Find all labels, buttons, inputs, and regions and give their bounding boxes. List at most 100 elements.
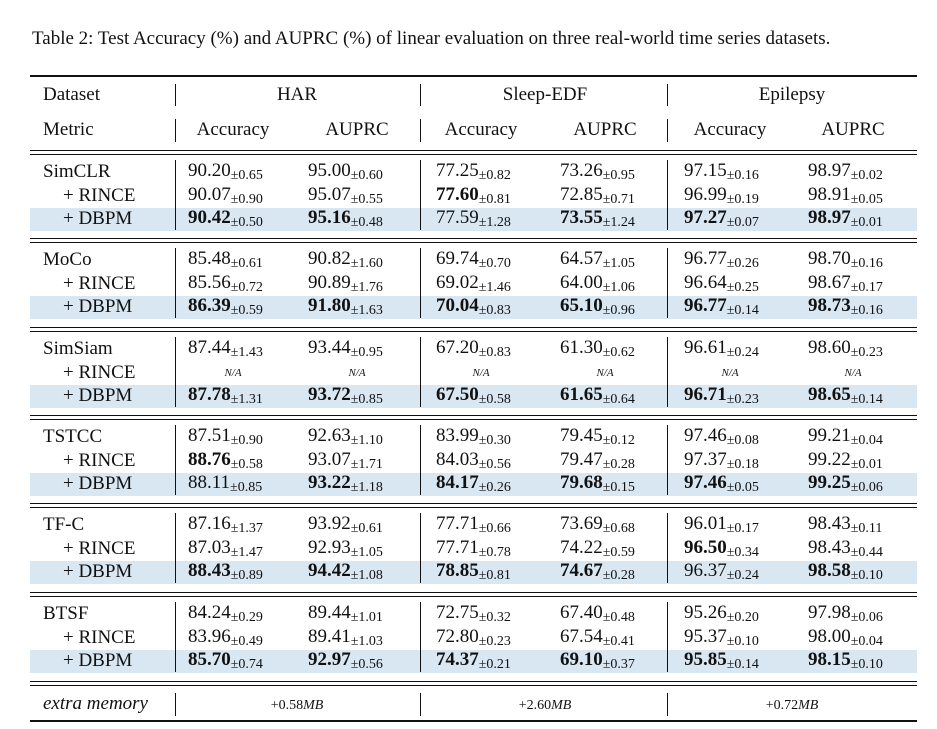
cell-std: ±0.90: [230, 433, 263, 448]
cell-std: ±0.29: [230, 610, 263, 625]
cell-mean: 64.00: [560, 271, 603, 293]
cell-std: ±0.16: [850, 303, 883, 318]
method-name: + RINCE: [63, 449, 136, 471]
cell-mean: 83.99: [436, 425, 479, 446]
cell: 98.97±0.02: [808, 160, 883, 184]
cell-std: ±0.85: [230, 480, 263, 495]
cell-std: ±0.26: [478, 480, 511, 495]
cell-std: ±1.18: [350, 480, 383, 495]
column-divider: [667, 160, 668, 230]
cell-std: ±0.17: [726, 521, 759, 536]
column-divider: [420, 513, 421, 583]
cell: 98.65±0.14: [808, 384, 883, 408]
highlight-row: [30, 384, 917, 408]
column-divider: [667, 513, 668, 583]
cell-mean: 95.85: [684, 649, 727, 670]
cell: 92.93±1.05: [308, 537, 383, 561]
cell-mean: 98.65: [808, 384, 851, 405]
cell-mean: 90.42: [188, 207, 231, 228]
cell-mean: 72.85: [560, 183, 603, 205]
cell: 93.22±1.18: [308, 472, 383, 496]
cell-std: ±0.70: [478, 256, 511, 271]
cell-std: ±0.04: [850, 433, 883, 448]
cell: 88.11±0.85: [188, 472, 262, 496]
cell-std: ±0.82: [478, 168, 511, 183]
cell: 64.00±1.06: [560, 272, 635, 296]
cell-std: ±0.95: [602, 168, 635, 183]
cell: 88.76±0.58: [188, 449, 263, 473]
highlight-row: [30, 295, 917, 319]
cell-mean: 69.74: [436, 248, 479, 269]
cell-mean: 97.37: [684, 448, 727, 470]
cell-mean: 97.46: [684, 425, 727, 446]
cell-std: ±0.30: [478, 433, 511, 448]
method-name: + RINCE: [63, 272, 136, 294]
cell-mean: 88.43: [188, 560, 231, 581]
cell: 94.42±1.08: [308, 560, 383, 584]
header-label: Metric: [43, 119, 94, 140]
cell-mean: 95.37: [684, 625, 727, 647]
cell-std: ±0.24: [726, 345, 759, 360]
cell-std: ±1.46: [478, 279, 511, 295]
rule: [30, 681, 917, 682]
cell-std: ±0.58: [230, 456, 263, 472]
cell-std: ±0.61: [350, 521, 383, 536]
memory-unit: MB: [551, 698, 572, 713]
column-divider: [667, 602, 668, 672]
column-divider: [175, 84, 176, 106]
cell: 90.89±1.76: [308, 272, 383, 296]
cell-std: ±0.01: [850, 215, 883, 230]
cell-mean: 73.26: [560, 160, 603, 181]
cell-mean: 98.60: [808, 337, 851, 358]
highlight-row: [30, 649, 917, 673]
cell-std: ±0.55: [350, 191, 383, 207]
cell-mean: 77.71: [436, 536, 479, 558]
cell-std: ±0.90: [230, 191, 263, 207]
cell-std: ±0.21: [478, 657, 511, 672]
cell: 97.46±0.08: [684, 425, 759, 449]
column-divider: [420, 160, 421, 230]
cell-mean: 65.10: [560, 295, 603, 316]
cell-mean: 83.96: [188, 625, 231, 647]
cell: 98.70±0.16: [808, 248, 883, 272]
cell: 69.74±0.70: [436, 248, 511, 272]
cell-mean: 87.78: [188, 384, 231, 405]
cell-mean: 93.22: [308, 472, 351, 493]
cell: 93.07±1.71: [308, 449, 383, 473]
cell: 67.20±0.83: [436, 337, 511, 361]
cell-std: ±0.01: [850, 456, 883, 472]
cell-std: ±0.12: [602, 433, 635, 448]
cell: 93.92±0.61: [308, 513, 383, 537]
cell-mean: 88.11: [188, 472, 231, 493]
cell: 87.78±1.31: [188, 384, 263, 408]
column-divider: [175, 513, 176, 583]
method-name: SimSiam: [43, 338, 113, 359]
rule: [30, 238, 917, 239]
rule: [30, 327, 917, 328]
cell: 91.80±1.63: [308, 295, 383, 319]
cell-mean: 79.68: [560, 472, 603, 493]
cell-mean: 96.50: [684, 536, 727, 558]
cell: 98.73±0.16: [808, 295, 883, 319]
cell: 87.51±0.90: [188, 425, 263, 449]
cell-std: ±0.59: [602, 544, 635, 560]
extra-memory: +0.72MB: [766, 695, 819, 717]
memory-value: +0.72: [765, 698, 799, 713]
cell: 98.58±0.10: [808, 560, 883, 584]
column-divider: [667, 84, 668, 106]
cell-std: ±0.78: [478, 544, 511, 560]
cell: 84.24±0.29: [188, 602, 263, 626]
cell-std: ±0.83: [478, 345, 511, 360]
cell: 73.69±0.68: [560, 513, 635, 537]
cell: 98.43±0.44: [808, 537, 883, 561]
cell-std: ±0.18: [726, 456, 759, 472]
cell: 96.77±0.14: [684, 295, 759, 319]
cell: 92.63±1.10: [308, 425, 383, 449]
cell-std: ±0.05: [726, 480, 759, 495]
cell: 93.72±0.85: [308, 384, 383, 408]
cell: 77.71±0.78: [436, 537, 511, 561]
cell: 73.26±0.95: [560, 160, 635, 184]
cell-std: ±1.76: [350, 279, 383, 295]
cell: 87.16±1.37: [188, 513, 263, 537]
cell-mean: 93.44: [308, 337, 351, 358]
